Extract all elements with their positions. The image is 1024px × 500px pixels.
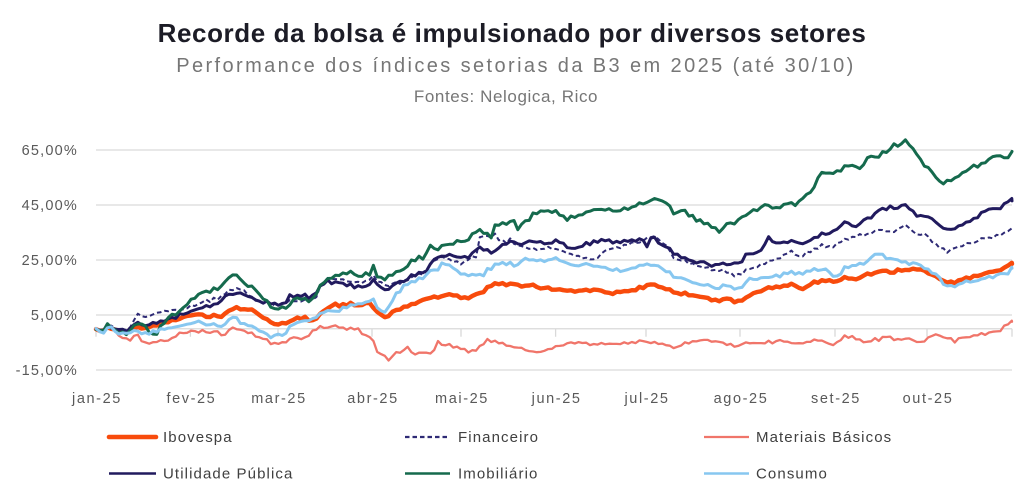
svg-text:abr-25: abr-25 bbox=[347, 391, 399, 407]
svg-text:jul-25: jul-25 bbox=[623, 391, 669, 407]
svg-text:out-25: out-25 bbox=[903, 391, 954, 407]
svg-text:Materiais Básicos: Materiais Básicos bbox=[756, 429, 892, 446]
svg-text:mar-25: mar-25 bbox=[251, 391, 307, 407]
svg-text:Utilidade Pública: Utilidade Pública bbox=[163, 466, 293, 483]
svg-text:set-25: set-25 bbox=[811, 391, 861, 407]
svg-text:Ibovespa: Ibovespa bbox=[163, 429, 233, 446]
svg-text:-15,00%: -15,00% bbox=[16, 363, 78, 379]
svg-text:Financeiro: Financeiro bbox=[458, 429, 539, 446]
svg-text:Consumo: Consumo bbox=[756, 466, 828, 483]
svg-text:45,00%: 45,00% bbox=[22, 198, 78, 214]
svg-text:fev-25: fev-25 bbox=[166, 391, 216, 407]
svg-text:jan-25: jan-25 bbox=[71, 391, 122, 407]
svg-text:65,00%: 65,00% bbox=[22, 143, 78, 159]
svg-text:mai-25: mai-25 bbox=[435, 391, 489, 407]
svg-text:5,00%: 5,00% bbox=[31, 308, 78, 324]
svg-text:Imobiliário: Imobiliário bbox=[458, 466, 538, 483]
svg-text:25,00%: 25,00% bbox=[22, 253, 78, 269]
svg-text:ago-25: ago-25 bbox=[714, 391, 769, 407]
svg-text:jun-25: jun-25 bbox=[531, 391, 582, 407]
